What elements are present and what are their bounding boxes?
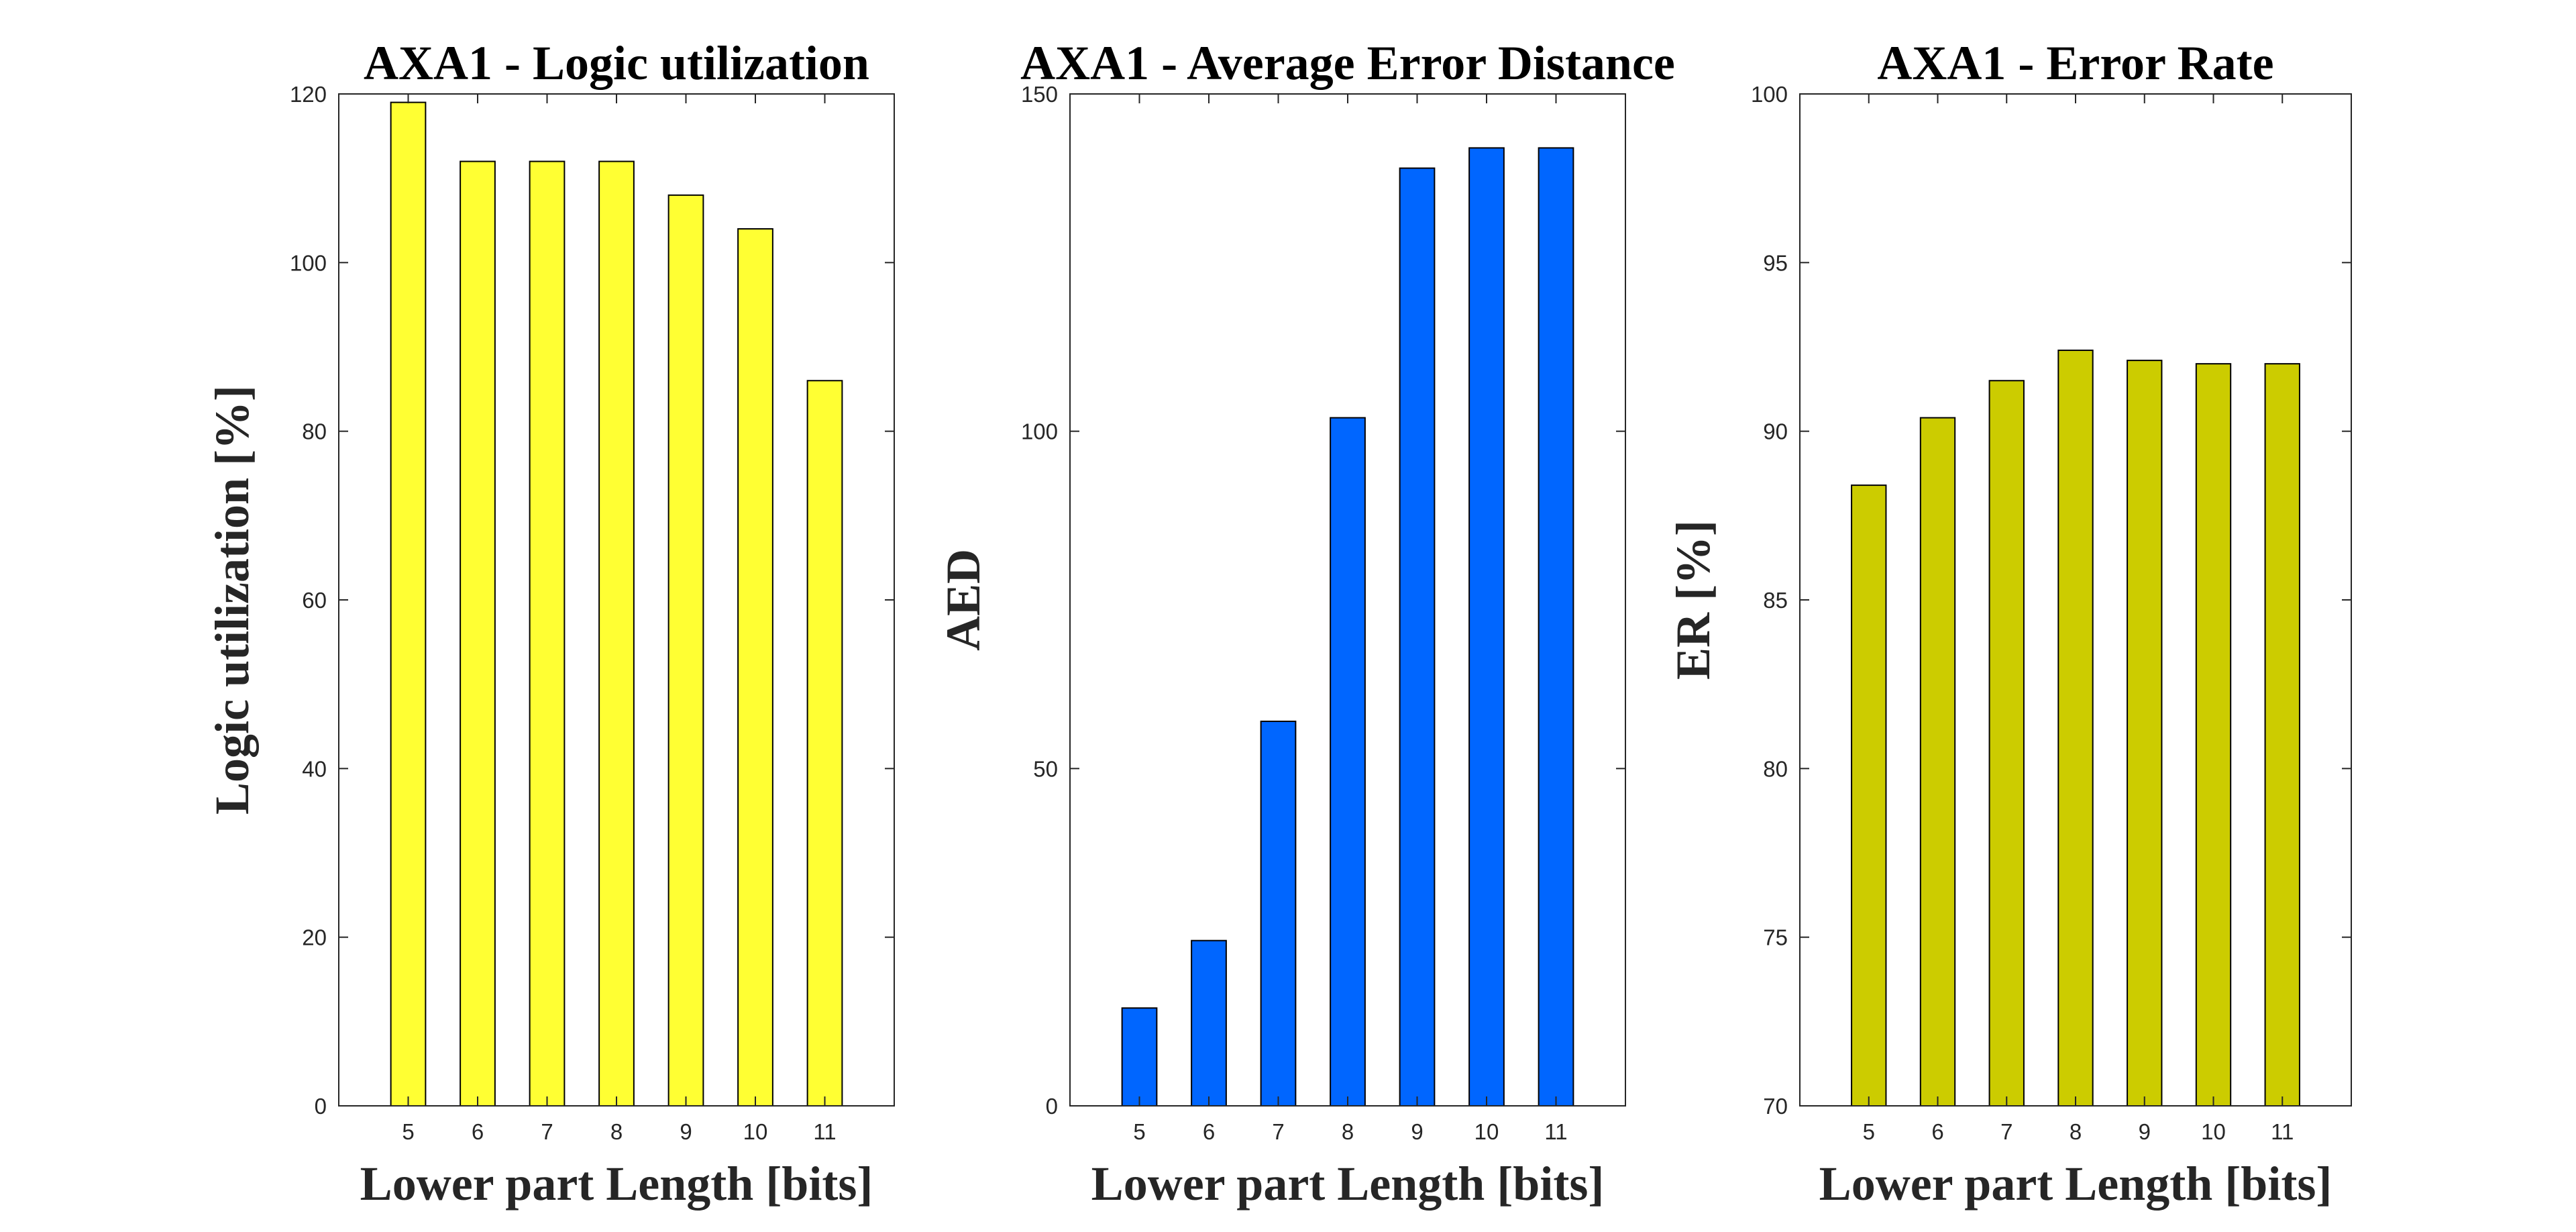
y-tick-label: 75 — [1763, 925, 1788, 950]
bar-7 — [1260, 720, 1297, 1107]
x-axis-label: Lower part Length [bits] — [360, 1157, 873, 1211]
bar-7 — [1988, 380, 2025, 1107]
x-tick-label: 11 — [1544, 1119, 1567, 1144]
bar-8 — [598, 160, 635, 1107]
bar-6 — [460, 160, 496, 1107]
x-tick-label: 5 — [1863, 1119, 1875, 1144]
y-tick-label: 0 — [315, 1094, 327, 1119]
y-tick-label: 0 — [1046, 1094, 1058, 1119]
x-tick-label: 9 — [680, 1119, 692, 1144]
y-tick-label: 120 — [290, 82, 327, 107]
y-tick-label: 95 — [1763, 250, 1788, 275]
chart-error-rate: 5 6 7 8 9 10 11 70 75 80 85 90 95 100 AXA1 - Error Rat… — [1666, 36, 2352, 1211]
bar-11 — [806, 380, 843, 1107]
x-tick-label: 6 — [1931, 1119, 1943, 1144]
y-tick-label: 85 — [1763, 588, 1788, 613]
chart-title: AXA1 - Average Error Distance — [1020, 36, 1675, 90]
x-tick-label: 11 — [813, 1119, 836, 1144]
y-tick-label: 70 — [1763, 1094, 1788, 1119]
x-axis-label: Lower part Length [bits] — [1091, 1157, 1605, 1211]
bar-10 — [1468, 147, 1505, 1107]
y-tick-label: 100 — [1751, 82, 1788, 107]
bar-5 — [1851, 484, 1887, 1107]
bar-6 — [1919, 417, 1956, 1107]
x-tick-label: 8 — [610, 1119, 623, 1144]
y-tick-label: 40 — [302, 756, 327, 781]
x-tick-label: 8 — [1342, 1119, 1354, 1144]
x-axis-label: Lower part Length [bits] — [1819, 1157, 2332, 1211]
bar-9 — [1399, 167, 1436, 1107]
y-tick-label: 80 — [302, 419, 327, 444]
y-tick-label: 90 — [1763, 419, 1788, 444]
x-tick-label: 7 — [1272, 1119, 1284, 1144]
x-tick-label: 10 — [1474, 1119, 1499, 1144]
y-tick-label: 50 — [1033, 756, 1058, 781]
y-tick-label: 100 — [1021, 419, 1058, 444]
x-tick-label: 9 — [1411, 1119, 1423, 1144]
x-tick-label: 10 — [743, 1119, 768, 1144]
y-axis-label: Logic utilization [%] — [205, 385, 259, 815]
y-tick-label: 60 — [302, 588, 327, 613]
x-tick-label: 6 — [1203, 1119, 1215, 1144]
bar-8 — [2057, 350, 2094, 1107]
x-tick-label: 5 — [1133, 1119, 1145, 1144]
x-tick-label: 8 — [2070, 1119, 2082, 1144]
y-axis-label: AED — [936, 549, 990, 651]
y-tick-label: 20 — [302, 925, 327, 950]
x-tick-label: 6 — [472, 1119, 484, 1144]
y-tick-label: 150 — [1021, 82, 1058, 107]
chart-title: AXA1 - Error Rate — [1877, 36, 2273, 90]
bar-9 — [667, 194, 704, 1107]
x-tick-label: 11 — [2271, 1119, 2294, 1144]
bar-10 — [737, 228, 773, 1107]
bar-8 — [1330, 417, 1366, 1107]
x-tick-label: 7 — [541, 1119, 553, 1144]
x-tick-label: 7 — [2000, 1119, 2012, 1144]
x-tick-label: 9 — [2139, 1119, 2151, 1144]
bar-11 — [2264, 363, 2300, 1107]
y-tick-label: 80 — [1763, 756, 1788, 781]
bar-6 — [1191, 939, 1227, 1107]
bar-5 — [390, 101, 427, 1107]
y-tick-label: 100 — [290, 250, 327, 275]
x-tick-label: 10 — [2201, 1119, 2226, 1144]
bar-11 — [1538, 147, 1574, 1107]
bar-9 — [2127, 360, 2163, 1107]
bar-5 — [1121, 1007, 1158, 1107]
chart-logic-utilization: 5 6 7 8 9 10 11 0 20 40 60 80 100 120 AXA1 - Logic uti… — [205, 36, 895, 1211]
x-tick-label: 5 — [402, 1119, 414, 1144]
bar-10 — [2195, 363, 2232, 1107]
chart-title: AXA1 - Logic utilization — [364, 36, 869, 90]
y-axis-label: ER [%] — [1666, 520, 1720, 680]
bar-7 — [529, 160, 566, 1107]
